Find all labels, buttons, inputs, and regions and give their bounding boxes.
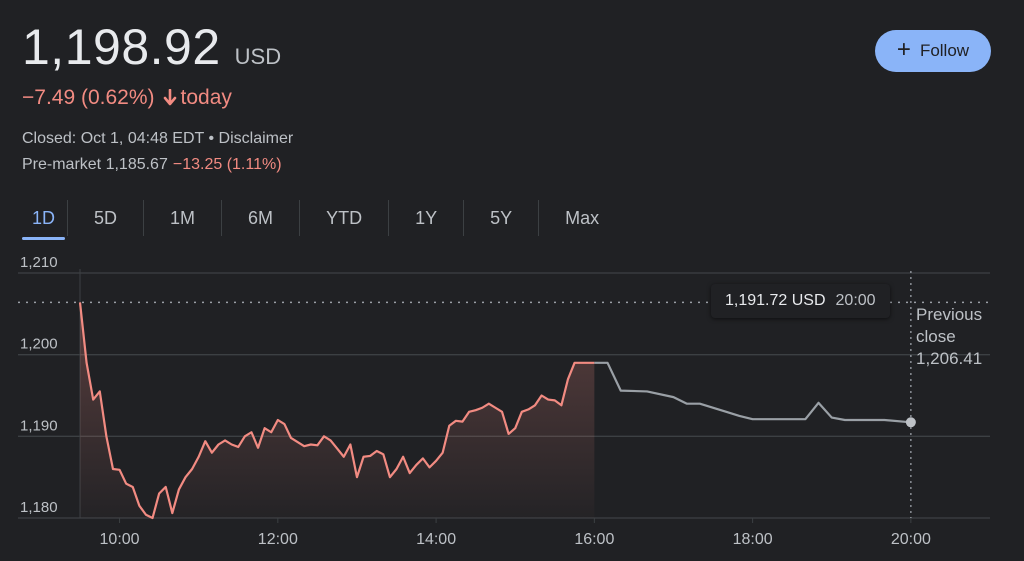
price-row: 1,198.92 USD [22,18,281,76]
premarket-price: Pre-market 1,185.67 [22,156,168,173]
price-change: −7.49 (0.62%) [22,86,155,109]
previous-close-line1: Previous [916,305,983,324]
x-tick-label: 10:00 [100,531,140,548]
closed-text: Closed: Oct 1, 04:48 EDT [22,130,205,147]
premarket-change: −13.25 (1.11%) [172,156,282,173]
x-tick-label: 16:00 [574,531,614,548]
tab-5d[interactable]: 5D [68,200,145,236]
y-tick-label: 1,200 [20,336,58,353]
tab-1m[interactable]: 1M [144,200,223,236]
after-hours-line [594,361,911,424]
tab-1d[interactable]: 1D [20,200,69,240]
tooltip-time: 20:00 [835,292,876,309]
y-tick-label: 1,210 [20,255,58,271]
x-tick-label: 18:00 [733,531,773,548]
follow-button[interactable]: + Follow [875,30,991,72]
plus-icon: + [896,36,911,63]
change-period: today [180,86,232,109]
separator-dot: • [208,130,215,147]
market-status: Closed: Oct 1, 04:48 EDT • Disclaimer [22,130,293,148]
previous-close-line2: close [916,327,956,346]
previous-close-label: Previous close 1,206.41 [916,304,982,370]
tab-6m[interactable]: 6M [222,200,301,236]
regular-session-area [80,302,595,518]
y-tick-label: 1,190 [20,417,58,434]
x-tick-label: 12:00 [258,531,298,548]
tab-5y[interactable]: 5Y [464,200,540,236]
range-tabs: 1D 5D 1M 6M YTD 1Y 5Y Max [20,200,625,240]
tooltip-price: 1,191.72 USD [725,292,826,309]
disclaimer-link[interactable]: Disclaimer [218,130,294,147]
x-tick-label: 14:00 [416,531,456,548]
tab-1y[interactable]: 1Y [389,200,465,236]
arrow-down-icon [163,89,176,106]
follow-label: Follow [919,41,970,60]
current-price: 1,198.92 [22,19,221,75]
tab-max[interactable]: Max [565,207,600,228]
hover-point [905,417,916,428]
regular-session-line [78,302,595,520]
price-change-row: −7.49 (0.62%) today [22,86,232,110]
x-tick-label: 20:00 [891,531,931,548]
y-tick-label: 1,180 [20,499,58,516]
price-chart[interactable]: 1,180 1,190 1,200 1,210 10:00 12:00 14:00 16:00… [0,255,1024,561]
hover-tooltip: 1,191.72 USD 20:00 [711,284,890,318]
premarket-row: Pre-market 1,185.67 −13.25 (1.11%) [22,156,282,174]
currency-label: USD [234,44,282,69]
previous-close-value: 1,206.41 [916,349,983,368]
tab-ytd[interactable]: YTD [300,200,390,236]
